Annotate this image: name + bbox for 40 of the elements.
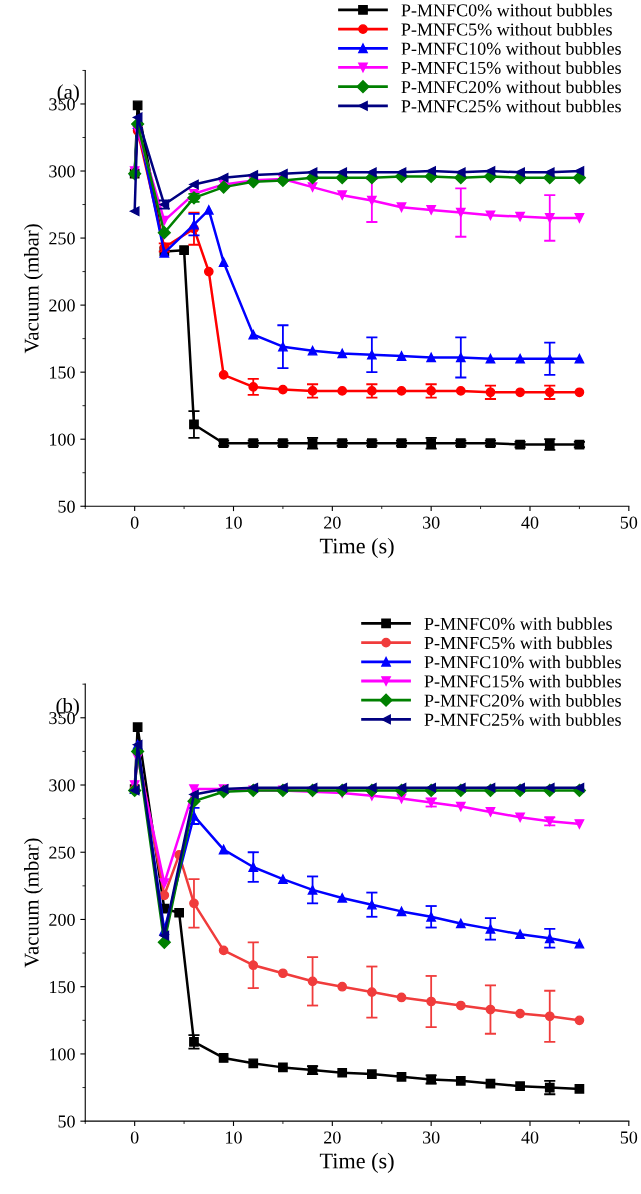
legend-label: P-MNFC5% without bubbles [401, 22, 612, 36]
legend-label: P-MNFC0% without bubbles [401, 3, 612, 17]
y-tick-label: 100 [50, 1048, 75, 1061]
legend-label: P-MNFC20% without bubbles [401, 80, 621, 94]
x-tick-label: 10 [226, 516, 242, 529]
x-tick-label: 0 [130, 1131, 139, 1144]
y-axis-title: Vacuum (mbar) [24, 224, 43, 354]
x-tick-label: 20 [324, 1131, 341, 1144]
y-tick-label: 100 [50, 433, 75, 446]
y-axis-title: Vacuum (mbar) [24, 838, 43, 968]
x-axis-title: Time (s) [319, 1152, 394, 1173]
legend-label: P-MNFC15% with bubbles [424, 674, 621, 688]
x-tick-label: 50 [620, 516, 638, 529]
legend-label: P-MNFC10% with bubbles [424, 655, 621, 669]
legend-label: P-MNFC5% with bubbles [424, 636, 612, 650]
legend-label: P-MNFC0% with bubbles [424, 617, 612, 630]
y-tick-label: 200 [49, 299, 75, 312]
y-tick-label: 50 [58, 500, 75, 513]
x-tick-label: 30 [423, 516, 440, 529]
x-tick-label: 20 [324, 516, 341, 529]
x-tick-label: 10 [226, 1131, 242, 1144]
y-tick-label: 150 [50, 366, 75, 379]
y-tick-label: 300 [49, 165, 75, 178]
y-tick-label: 250 [49, 846, 75, 859]
legend-label: P-MNFC25% without bubbles [401, 99, 621, 113]
x-tick-label: 30 [423, 1131, 440, 1144]
legend-label: P-MNFC20% with bubbles [424, 693, 621, 707]
y-tick-label: 200 [49, 913, 75, 926]
y-tick-label: 300 [49, 779, 75, 792]
legend-label: P-MNFC15% without bubbles [401, 61, 621, 75]
y-tick-label: 250 [49, 232, 75, 245]
x-tick-label: 50 [620, 1131, 638, 1144]
y-tick-label: 50 [58, 1115, 75, 1128]
legend-label: P-MNFC25% with bubbles [424, 713, 621, 726]
y-tick-label: 150 [50, 980, 75, 994]
x-axis-title: Time (s) [319, 537, 394, 559]
x-tick-label: 40 [521, 1131, 539, 1144]
x-tick-label: 40 [521, 516, 539, 529]
legend-label: P-MNFC10% without bubbles [401, 42, 621, 55]
x-tick-label: 0 [130, 516, 139, 529]
